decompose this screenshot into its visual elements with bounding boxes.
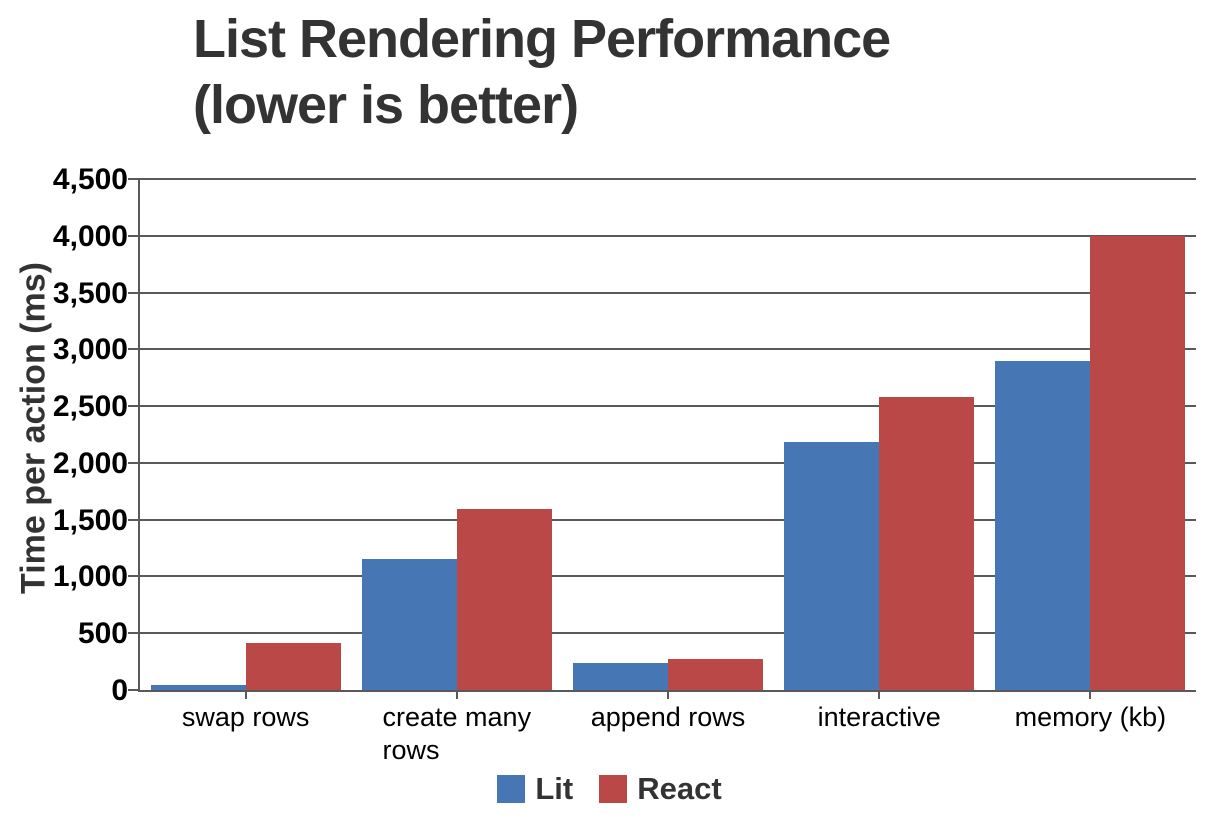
y-tick-mark: [128, 461, 140, 464]
y-tick-label: 3,000: [52, 333, 128, 367]
y-tick-label: 0: [111, 674, 128, 707]
y-tick-mark: [128, 405, 140, 408]
bar-lit-create-many-rows: [361, 559, 457, 690]
x-axis-label: create many rows: [382, 702, 532, 765]
bar-lit-interactive: [784, 442, 880, 690]
bar-react-interactive: [879, 397, 975, 690]
bar-lit-swap-rows: [150, 684, 246, 690]
bar-react-memory-kb-: [1090, 235, 1186, 690]
gridline: [140, 575, 1196, 578]
x-tick-mark: [455, 692, 458, 699]
y-tick-mark: [128, 178, 140, 180]
bar-react-create-many-rows: [456, 509, 552, 690]
y-axis-line: [138, 179, 140, 692]
x-tick-mark: [1089, 692, 1092, 699]
legend-label-lit: Lit: [535, 771, 574, 806]
y-tick-mark: [128, 234, 140, 237]
legend-swatch-lit: [497, 775, 526, 803]
gridline: [140, 518, 1196, 521]
gridline: [140, 348, 1196, 351]
y-tick-mark: [128, 518, 140, 521]
y-tick-label: 1,000: [52, 560, 128, 594]
bar-react-append-rows: [668, 658, 763, 690]
x-axis-label: interactive: [817, 702, 941, 732]
x-axis-label: memory (kb): [1014, 702, 1167, 732]
gridline: [140, 291, 1196, 294]
y-axis-title: Time per action (ms): [14, 262, 53, 594]
legend-item-react: React: [599, 771, 722, 807]
y-tick-mark: [128, 291, 140, 294]
y-tick-label: 2,000: [52, 446, 128, 480]
y-tick-label: 3,500: [52, 276, 128, 310]
y-tick-mark: [128, 632, 140, 635]
x-axis-label: swap rows: [181, 702, 310, 732]
x-tick-mark: [878, 692, 881, 699]
x-tick-mark: [667, 692, 669, 699]
chart-title-line-2: (lower is better): [193, 75, 579, 135]
gridline: [140, 178, 1196, 180]
legend-swatch-react: [599, 775, 628, 803]
y-tick-label: 500: [77, 617, 128, 651]
y-tick-mark: [128, 689, 140, 691]
y-tick-mark: [128, 348, 140, 351]
x-tick-mark: [244, 692, 247, 699]
y-tick-label: 4,000: [52, 219, 128, 253]
bar-lit-memory-kb-: [995, 360, 1091, 690]
bar-react-swap-rows: [245, 643, 341, 690]
legend-item-lit: Lit: [497, 771, 573, 807]
chart-title: List Rendering Performance (lower is bet…: [193, 6, 891, 138]
y-tick-label: 2,500: [52, 390, 128, 424]
y-tick-label: 4,500: [52, 163, 128, 196]
plot-area: [140, 178, 1196, 690]
gridline: [140, 461, 1196, 464]
x-axis-label: append rows: [590, 702, 746, 732]
gridline: [140, 405, 1196, 408]
bar-lit-append-rows: [573, 662, 668, 690]
chart-title-line-1: List Rendering Performance: [193, 9, 891, 69]
y-tick-mark: [128, 575, 140, 578]
y-tick-label: 1,500: [52, 503, 128, 537]
gridline: [140, 632, 1196, 635]
gridline: [140, 234, 1196, 237]
x-axis-line: [138, 690, 1196, 692]
legend: Lit React: [0, 771, 1219, 807]
legend-label-react: React: [637, 771, 722, 806]
